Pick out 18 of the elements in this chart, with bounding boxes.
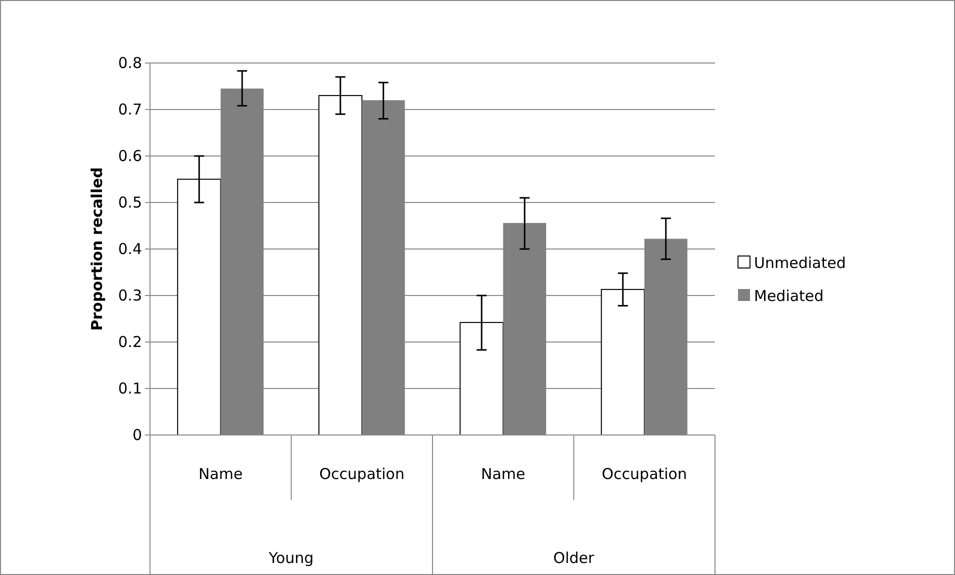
- y-tick-label: 0: [132, 426, 142, 444]
- legend-label: Mediated: [754, 287, 824, 305]
- y-tick-label: 0.3: [118, 286, 142, 304]
- y-tick-label: 0.4: [118, 240, 142, 258]
- x-tick-label: Occupation: [602, 465, 688, 483]
- legend-label: Unmediated: [754, 254, 846, 272]
- text: Young: [268, 549, 314, 567]
- text: Older: [553, 549, 596, 567]
- y-tick-label: 0.2: [118, 332, 142, 351]
- x-tick-label: Name: [198, 465, 243, 483]
- x-tick-label: Name: [480, 465, 526, 483]
- y-tick-label: 0.7: [118, 100, 142, 118]
- y-tick-label: 0.5: [118, 193, 142, 212]
- y-tick-label: 0.1: [118, 379, 142, 398]
- y-tick-label: 0.8: [118, 54, 142, 72]
- x-tick-label: Occupation: [319, 465, 405, 483]
- y-axis-title: Proportion recalled: [88, 167, 106, 331]
- y-tick-label: 0.6: [118, 146, 142, 165]
